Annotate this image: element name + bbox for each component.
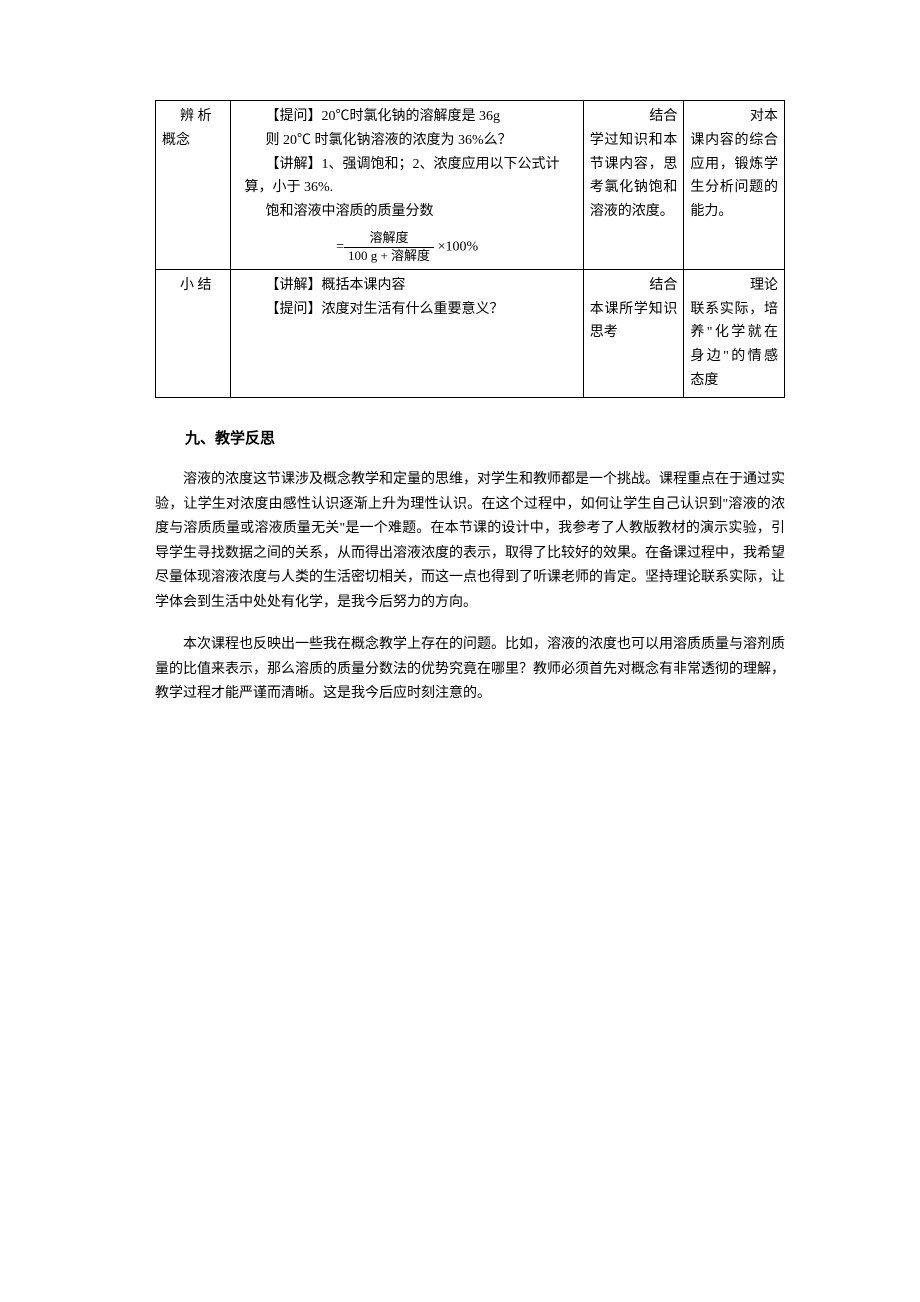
lesson-table: 辨 析概念 【提问】20℃时氯化钠的溶解度是 36g 则 20℃ 时氯化钠溶液的… [155,100,785,398]
cell-activity: 【提问】20℃时氯化钠的溶解度是 36g 则 20℃ 时氯化钠溶液的浓度为 36… [231,101,583,270]
formula-suffix: ×100% [438,240,479,255]
activity-question2: 则 20℃ 时氯化钠溶液的浓度为 36%么？ [237,129,576,153]
student-line1: 结合 [590,105,678,129]
intent-rest: 联系实际，培养"化学就在身边"的情感态度 [690,302,778,388]
activity-line1: 【讲解】概括本课内容 [237,274,576,298]
cell-intent: 理论联系实际，培养"化学就在身边"的情感态度 [684,269,785,397]
table-row: 辨 析概念 【提问】20℃时氯化钠的溶解度是 36g 则 20℃ 时氯化钠溶液的… [156,101,785,270]
intent-line1: 理论 [690,274,778,298]
fraction-numerator: 溶解度 [344,230,434,248]
reflection-para-1: 溶液的浓度这节课涉及概念教学和定量的思维，对学生和教师都是一个挑战。课程重点在于… [155,468,785,615]
table-row: 小 结 【讲解】概括本课内容 【提问】浓度对生活有什么重要意义？ 结合本课所学知… [156,269,785,397]
cell-topic: 辨 析概念 [156,101,231,270]
cell-student: 结合本课所学知识思考 [583,269,684,397]
cell-intent: 对本课内容的综合应用，锻炼学生分析问题的能力。 [684,101,785,270]
activity-explain: 【讲解】1、强调饱和；2、浓度应用以下公式计 [237,153,576,177]
formula: = 溶解度 100 g + 溶解度 ×100% [237,230,576,265]
reflection-para-2: 本次课程也反映出一些我在概念教学上存在的问题。比如，溶液的浓度也可以用溶质质量与… [155,633,785,707]
intent-line1: 对本 [690,105,778,129]
section-title: 九、教学反思 [155,428,785,451]
cell-student: 结合学过知识和本节课内容，思考氯化钠饱和溶液的浓度。 [583,101,684,270]
student-rest: 学过知识和本节课内容，思考氯化钠饱和溶液的浓度。 [590,133,678,219]
activity-line3: 饱和溶液中溶质的质量分数 [237,200,576,224]
cell-topic: 小 结 [156,269,231,397]
cell-activity: 【讲解】概括本课内容 【提问】浓度对生活有什么重要意义？ [231,269,583,397]
activity-question: 【提问】20℃时氯化钠的溶解度是 36g [237,105,576,129]
activity-line2: 【提问】浓度对生活有什么重要意义？ [237,298,576,322]
topic-line2: 结 [198,278,212,293]
student-rest: 本课所学知识思考 [590,302,678,341]
student-line1: 结合 [590,274,678,298]
activity-explain2: 算，小于 36%. [237,176,576,200]
fraction: 溶解度 100 g + 溶解度 [344,230,434,265]
intent-rest: 课内容的综合应用，锻炼学生分析问题的能力。 [690,133,778,219]
fraction-denominator: 100 g + 溶解度 [344,248,434,265]
topic-line1: 辨 [162,109,194,124]
topic-line1: 小 [162,278,194,293]
